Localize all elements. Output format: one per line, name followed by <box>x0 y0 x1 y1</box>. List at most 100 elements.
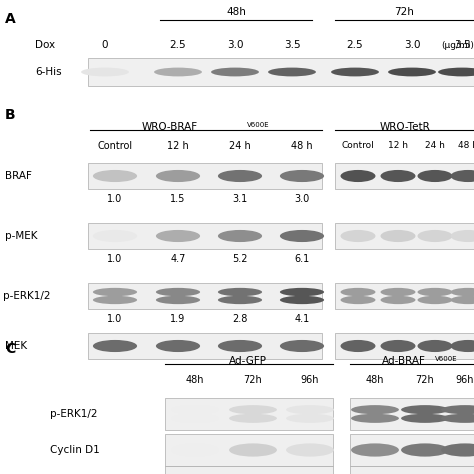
Bar <box>165 398 333 430</box>
Text: 48h: 48h <box>366 375 384 385</box>
Ellipse shape <box>93 170 137 182</box>
Ellipse shape <box>340 170 375 182</box>
Ellipse shape <box>218 288 262 296</box>
Text: V600E: V600E <box>435 356 457 362</box>
Text: 12 h: 12 h <box>388 141 408 150</box>
Text: 1.0: 1.0 <box>108 254 123 264</box>
Bar <box>335 333 474 359</box>
Text: 1.5: 1.5 <box>170 194 186 204</box>
Ellipse shape <box>280 296 324 304</box>
Ellipse shape <box>93 288 137 296</box>
Ellipse shape <box>381 230 416 242</box>
Ellipse shape <box>450 288 474 296</box>
Ellipse shape <box>450 340 474 352</box>
Text: WRO-TetR: WRO-TetR <box>380 122 430 132</box>
Bar <box>165 434 333 466</box>
Text: Dox: Dox <box>35 40 55 50</box>
Ellipse shape <box>156 296 200 304</box>
Text: 24 h: 24 h <box>425 141 445 150</box>
Ellipse shape <box>441 414 474 423</box>
Text: B: B <box>5 108 16 122</box>
Text: 72h: 72h <box>394 7 414 17</box>
Ellipse shape <box>351 443 399 456</box>
Bar <box>335 163 474 189</box>
Ellipse shape <box>280 230 324 242</box>
Text: 2.8: 2.8 <box>232 314 248 324</box>
Text: Ad-BRAF: Ad-BRAF <box>382 356 426 366</box>
Bar <box>350 466 474 474</box>
Text: 2.5: 2.5 <box>346 40 363 50</box>
Bar <box>88 58 474 86</box>
Ellipse shape <box>351 414 399 423</box>
Ellipse shape <box>229 443 277 456</box>
Ellipse shape <box>154 68 202 76</box>
Ellipse shape <box>286 414 334 423</box>
Ellipse shape <box>229 405 277 414</box>
Text: 2.5: 2.5 <box>170 40 186 50</box>
Text: V600E: V600E <box>247 122 270 128</box>
Text: C: C <box>5 342 15 356</box>
Text: 48h: 48h <box>186 375 204 385</box>
Text: Ad-GFP: Ad-GFP <box>229 356 267 366</box>
Ellipse shape <box>286 405 334 414</box>
Ellipse shape <box>171 405 219 414</box>
Text: 3.0: 3.0 <box>294 194 310 204</box>
Ellipse shape <box>156 340 200 352</box>
Ellipse shape <box>418 170 453 182</box>
Text: p-ERK1/2: p-ERK1/2 <box>3 291 51 301</box>
Ellipse shape <box>218 296 262 304</box>
Ellipse shape <box>351 405 399 414</box>
Bar <box>88 223 322 249</box>
Ellipse shape <box>331 68 379 76</box>
Text: 6.1: 6.1 <box>294 254 310 264</box>
Ellipse shape <box>441 405 474 414</box>
Text: 72h: 72h <box>244 375 263 385</box>
Text: 4.1: 4.1 <box>294 314 310 324</box>
Ellipse shape <box>401 405 449 414</box>
Ellipse shape <box>229 414 277 423</box>
Text: 48 h: 48 h <box>458 141 474 150</box>
Text: 48h: 48h <box>226 7 246 17</box>
Ellipse shape <box>381 296 416 304</box>
Bar <box>88 163 322 189</box>
Ellipse shape <box>381 340 416 352</box>
Ellipse shape <box>280 340 324 352</box>
Text: MEK: MEK <box>5 341 27 351</box>
Ellipse shape <box>340 288 375 296</box>
Text: 4.7: 4.7 <box>170 254 186 264</box>
Bar <box>350 398 474 430</box>
Ellipse shape <box>171 414 219 423</box>
Text: 96h: 96h <box>456 375 474 385</box>
Ellipse shape <box>93 230 137 242</box>
Text: Cyclin D1: Cyclin D1 <box>50 445 100 455</box>
Text: 96h: 96h <box>301 375 319 385</box>
Ellipse shape <box>401 443 449 456</box>
Text: A: A <box>5 12 16 26</box>
Ellipse shape <box>450 230 474 242</box>
Text: 6-His: 6-His <box>35 67 62 77</box>
Ellipse shape <box>93 340 137 352</box>
Ellipse shape <box>156 170 200 182</box>
Ellipse shape <box>418 230 453 242</box>
Ellipse shape <box>211 68 259 76</box>
Ellipse shape <box>418 340 453 352</box>
Ellipse shape <box>93 296 137 304</box>
Text: (μg/ml): (μg/ml) <box>441 40 474 49</box>
Text: BRAF: BRAF <box>5 171 32 181</box>
Ellipse shape <box>218 170 262 182</box>
Text: WRO-BRAF: WRO-BRAF <box>142 122 198 132</box>
Ellipse shape <box>156 288 200 296</box>
Ellipse shape <box>381 288 416 296</box>
Bar <box>165 466 333 474</box>
Text: 3.1: 3.1 <box>232 194 247 204</box>
Bar <box>88 283 322 309</box>
Text: Control: Control <box>98 141 133 151</box>
Text: 12 h: 12 h <box>167 141 189 151</box>
Text: 24 h: 24 h <box>229 141 251 151</box>
Text: 48 h: 48 h <box>291 141 313 151</box>
Text: 1.0: 1.0 <box>108 194 123 204</box>
Ellipse shape <box>81 68 129 76</box>
Text: p-MEK: p-MEK <box>5 231 37 241</box>
Text: 1.9: 1.9 <box>170 314 186 324</box>
Ellipse shape <box>418 296 453 304</box>
